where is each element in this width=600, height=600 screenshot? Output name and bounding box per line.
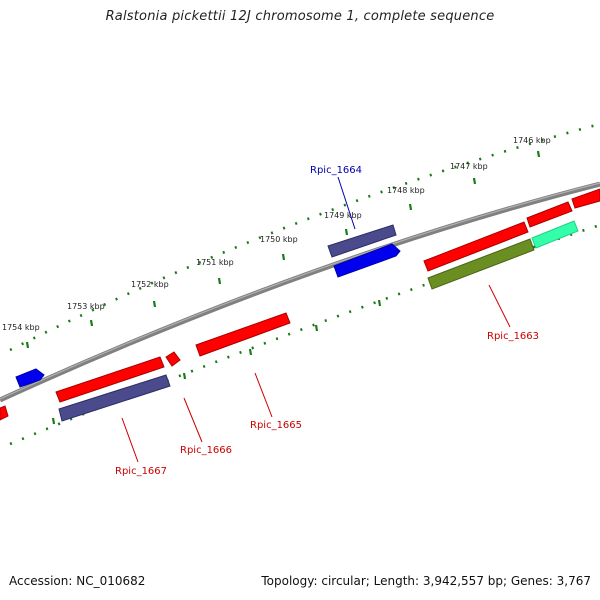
map-title: Ralstonia pickettii 12J chromosome 1, co… xyxy=(105,9,495,24)
tick-mark xyxy=(89,319,94,327)
gene-label-rpic-1664[interactable]: Rpic_1664 xyxy=(310,165,362,176)
tick-mark xyxy=(25,341,30,349)
gene-feature-rpic-1664[interactable] xyxy=(327,224,397,258)
tick-mark xyxy=(344,228,349,236)
genome-summary-text: Topology: circular; Length: 3,942,557 bp… xyxy=(261,574,591,588)
tick-label: 1751 kbp xyxy=(196,258,234,267)
gene-label-rpic-1663[interactable]: Rpic_1663 xyxy=(487,331,539,342)
gene-label-rpic-1665[interactable]: Rpic_1665 xyxy=(250,420,302,431)
tick-label: 1754 kbp xyxy=(2,323,40,332)
accession-text: Accession: NC_010682 xyxy=(9,574,146,588)
tick-mark xyxy=(152,300,157,308)
tick-mark xyxy=(377,299,382,307)
gene-feature-rpic-1666[interactable] xyxy=(165,351,181,367)
tick-label: 1752 kbp xyxy=(131,280,169,289)
tick-label: 1746 kbp xyxy=(513,136,551,145)
tick-mark xyxy=(248,348,253,356)
gene-label-rpic-1666[interactable]: Rpic_1666 xyxy=(180,445,232,456)
tick-label: 1750 kbp xyxy=(260,235,298,244)
tick-mark xyxy=(182,372,187,380)
outer-strand-features xyxy=(15,188,600,388)
gene-feature-red[interactable] xyxy=(571,188,600,209)
tick-mark xyxy=(314,324,319,332)
gene-feature-rpic-1667[interactable] xyxy=(58,374,171,422)
tick-label: 1747 kbp xyxy=(450,162,488,171)
inner-strand-features xyxy=(0,312,291,422)
tick-mark xyxy=(472,177,477,185)
gene-feature-blue-arrow[interactable] xyxy=(333,243,401,278)
gene-feature-rpic-1665[interactable] xyxy=(195,312,291,357)
label-leaders xyxy=(121,176,511,463)
leader-line-rpic-1666 xyxy=(183,397,203,443)
tick-mark xyxy=(281,253,286,261)
tick-label: 1749 kbp xyxy=(324,211,362,220)
tick-label: 1748 kbp xyxy=(387,186,425,195)
outer-major-ticks xyxy=(25,150,541,349)
gene-feature-small-blue[interactable] xyxy=(15,368,45,388)
gene-label-rpic-1667[interactable]: Rpic_1667 xyxy=(115,466,167,477)
gene-feature-rpic-1667-red[interactable] xyxy=(55,356,165,403)
leader-line-rpic-1664 xyxy=(337,176,356,230)
gene-feature-teal[interactable] xyxy=(531,220,579,249)
chromosome-backbone-highlight xyxy=(0,182,600,400)
tick-label: 1753 kbp xyxy=(67,302,105,311)
tick-mark xyxy=(51,417,56,425)
chromosome-backbone xyxy=(0,181,600,403)
tick-mark xyxy=(217,277,222,285)
leader-line-rpic-1667 xyxy=(121,417,139,463)
tick-mark xyxy=(536,150,541,158)
gene-feature-red-edge[interactable] xyxy=(0,405,9,421)
leader-line-rpic-1665 xyxy=(254,372,273,418)
gene-feature-red[interactable] xyxy=(526,201,573,228)
tick-mark xyxy=(408,203,413,211)
gene-feature-red[interactable] xyxy=(423,221,529,272)
leader-line-rpic-1663 xyxy=(488,284,511,328)
outer-tick-track xyxy=(9,122,600,352)
gene-feature-rpic-1663[interactable] xyxy=(427,238,535,290)
